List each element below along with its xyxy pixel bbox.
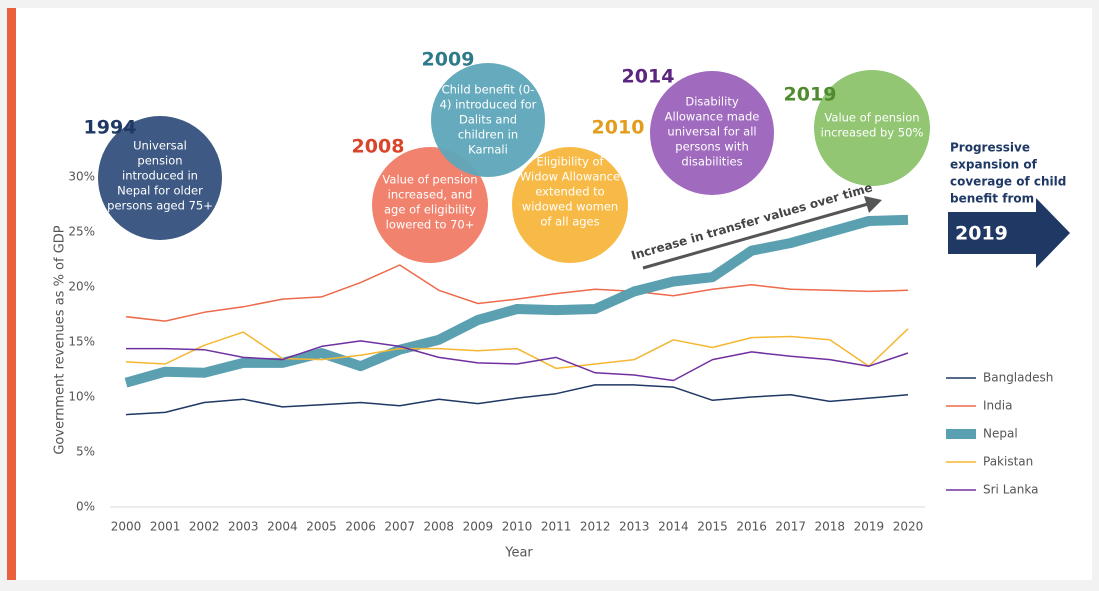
series-line: [126, 340, 909, 382]
annotation-bubble: [98, 116, 222, 240]
annotation-text: Value of pension: [382, 173, 477, 187]
trend-arrow: [642, 202, 869, 270]
annotation-text: age of eligibility: [384, 203, 476, 217]
y-tick-label: 5%: [76, 445, 95, 459]
annotation-text: Eligibility of: [536, 155, 604, 169]
y-axis-label: Government revenues as % of GDP: [53, 225, 68, 454]
side-note: coverage of child: [950, 175, 1066, 189]
x-tick-label: 2005: [306, 520, 337, 534]
annotation-text: Karnali: [468, 143, 508, 157]
annotation-text: increased by 50%: [821, 126, 924, 140]
x-axis-label: Year: [504, 546, 533, 561]
series-line: [124, 214, 909, 388]
legend-label: Pakistan: [983, 455, 1033, 469]
x-tick-label: 2017: [775, 520, 806, 534]
x-tick-label: 2002: [189, 520, 220, 534]
x-tick-label: 2018: [815, 520, 846, 534]
annotation-bubble: [372, 147, 488, 263]
annotation-year: 1994: [84, 117, 137, 139]
x-tick-label: 2011: [541, 520, 572, 534]
annotation-text: extended to: [535, 185, 604, 199]
legend-label: India: [983, 399, 1012, 413]
legend-label: Bangladesh: [983, 371, 1053, 385]
x-tick-label: 2008: [424, 520, 455, 534]
series-line: [125, 264, 909, 322]
annotation-text: of all ages: [540, 215, 599, 229]
x-tick-label: 2013: [619, 520, 650, 534]
y-tick-label: 25%: [68, 225, 95, 239]
x-tick-label: 2020: [893, 520, 924, 534]
annotation-text: Universal: [133, 139, 187, 153]
annotation-text: disabilities: [681, 155, 742, 169]
x-tick-label: 2007: [384, 520, 415, 534]
y-tick-label: 15%: [68, 335, 95, 349]
annotation-text: introduced in: [122, 169, 198, 183]
x-tick-label: 2001: [150, 520, 181, 534]
annotation-year: 2010: [592, 117, 645, 139]
side-note: benefit from: [950, 192, 1034, 206]
annotation-text: pension: [137, 154, 182, 168]
x-tick-label: 2012: [580, 520, 611, 534]
series-line: [125, 328, 909, 370]
annotation-text: lowered to 70+: [386, 218, 475, 232]
annotation-text: widowed women: [522, 200, 618, 214]
annotation-year: 2014: [622, 66, 675, 88]
y-tick-label: 10%: [68, 390, 95, 404]
x-tick-label: 2000: [111, 520, 142, 534]
x-tick-label: 2003: [228, 520, 259, 534]
side-note: Progressive: [950, 141, 1030, 155]
side-note-year: 2019: [955, 223, 1008, 245]
annotation-text: Value of pension: [824, 111, 919, 125]
x-tick-label: 2014: [658, 520, 689, 534]
annotation-text: persons with: [675, 140, 748, 154]
annotation-text: children in: [458, 128, 518, 142]
legend-label: Sri Lanka: [983, 483, 1038, 497]
y-tick-label: 0%: [76, 500, 95, 514]
annotation-bubble: [814, 70, 930, 186]
x-tick-label: 2009: [463, 520, 494, 534]
y-tick-label: 30%: [68, 170, 95, 184]
x-tick-label: 2016: [736, 520, 767, 534]
annotation-year: 2008: [352, 136, 405, 158]
annotation-text: persons aged 75+: [107, 199, 213, 213]
trend-arrowhead: [864, 196, 882, 213]
y-tick-label: 20%: [68, 280, 95, 294]
series-line: [125, 384, 909, 416]
annotation-text: Dalits and: [459, 113, 517, 127]
annotation-text: Nepal for older: [117, 184, 203, 198]
annotation-text: 4) introduced for: [440, 98, 537, 112]
legend-label: Nepal: [983, 427, 1018, 441]
x-tick-label: 2006: [345, 520, 376, 534]
annotation-text: universal for all: [667, 125, 756, 139]
x-tick-label: 2015: [697, 520, 728, 534]
annotation-year: 2019: [784, 84, 837, 106]
accent-bar: [7, 8, 16, 580]
annotation-text: Allowance made: [665, 110, 760, 124]
annotation-year: 2009: [422, 49, 475, 71]
annotation-bubble: [512, 147, 628, 263]
annotation-bubble: [650, 71, 774, 195]
annotation-text: Widow Allowance: [520, 170, 620, 184]
annotation-bubble: [431, 63, 545, 177]
x-tick-label: 2019: [854, 520, 885, 534]
x-tick-label: 2004: [267, 520, 298, 534]
annotation-text: Disability: [685, 95, 738, 109]
side-note: expansion of: [950, 158, 1038, 172]
annotation-text: increased, and: [388, 188, 473, 202]
annotation-text: Child benefit (0-: [442, 83, 535, 97]
x-tick-label: 2010: [502, 520, 533, 534]
side-arrow: [948, 198, 1070, 268]
